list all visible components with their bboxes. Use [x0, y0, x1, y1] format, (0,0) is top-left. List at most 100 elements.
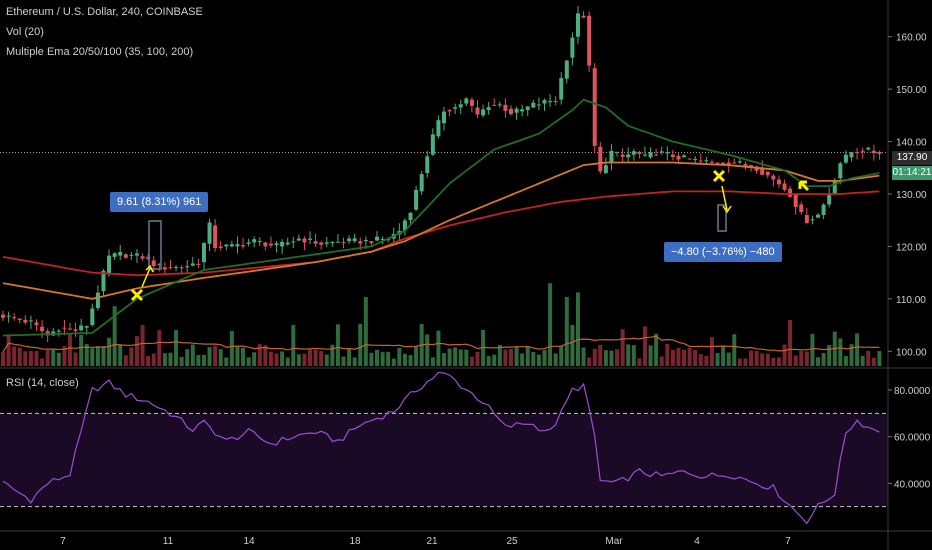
volume-bar: [754, 350, 759, 366]
volume-bar: [816, 357, 821, 366]
volume-bar: [877, 351, 882, 366]
candle-body: [162, 267, 167, 270]
volume-bar: [341, 356, 346, 366]
candle-body: [352, 238, 357, 242]
volume-bar: [659, 356, 664, 366]
candle-body: [816, 214, 821, 218]
candle-body: [804, 214, 809, 223]
volume-bar: [335, 324, 340, 366]
candle-body: [157, 263, 162, 265]
candle-body: [241, 245, 246, 247]
gain-measure-box: [148, 220, 162, 270]
candle-body: [648, 152, 653, 158]
candle-body: [84, 326, 89, 328]
volume-bar: [190, 344, 195, 366]
candle-body: [185, 266, 190, 268]
ema-legend[interactable]: Multiple Ema 20/50/100 (35, 100, 200): [6, 46, 194, 58]
volume-bar: [291, 324, 296, 366]
price-tick-label: 160.00: [896, 33, 927, 44]
volume-bar: [436, 330, 441, 366]
candle-body: [726, 162, 731, 166]
volume-bar: [743, 358, 748, 366]
candle-body: [592, 68, 597, 146]
candle-body: [520, 109, 525, 112]
volume-bar: [855, 333, 860, 366]
volume-bar: [821, 352, 826, 366]
candle-body: [559, 78, 564, 100]
candle-body: [525, 106, 530, 111]
candle-body: [196, 263, 201, 265]
volume-bar: [760, 353, 765, 366]
candle-body: [447, 110, 452, 112]
candle-body: [665, 152, 670, 154]
volume-bar: [581, 347, 586, 366]
volume-bar: [626, 344, 631, 366]
candle-body: [548, 101, 553, 103]
volume-bar: [218, 349, 223, 366]
volume-bar: [330, 344, 335, 366]
candle-body: [821, 204, 826, 215]
volume-bar: [715, 352, 720, 366]
candle-body: [224, 244, 229, 247]
up-arrow-icon: [141, 264, 154, 288]
volume-bar: [6, 334, 11, 366]
candle-body: [492, 104, 497, 106]
volume-bar: [174, 330, 179, 366]
volume-bar: [503, 349, 508, 366]
candle-body: [531, 102, 536, 108]
rsi-legend[interactable]: RSI (14, close): [6, 377, 79, 389]
volume-bar: [369, 352, 374, 366]
volume-bar: [492, 354, 497, 366]
volume-bar: [23, 351, 28, 366]
volume-bar: [201, 354, 206, 366]
candle-body: [330, 241, 335, 244]
ema-100-line: [2, 161, 880, 300]
volume-bar: [17, 347, 22, 366]
volume-bar: [765, 353, 770, 366]
volume-bar: [241, 347, 246, 366]
candle-body: [843, 154, 848, 163]
candle-body: [291, 241, 296, 243]
candle-body: [95, 292, 100, 309]
candle-body: [213, 225, 218, 248]
volume-bar: [56, 352, 61, 366]
candle-body: [40, 326, 45, 332]
volume-bar: [453, 347, 458, 366]
volume-bar: [603, 350, 608, 366]
candle-body: [776, 179, 781, 185]
volume-bar: [676, 347, 681, 366]
candle-body: [642, 154, 647, 156]
volume-bar: [464, 349, 469, 366]
candle-body: [709, 161, 714, 163]
volume-bar: [196, 354, 201, 366]
volume-bar: [693, 349, 698, 366]
volume-bar: [525, 346, 530, 366]
candle-body: [508, 108, 513, 115]
candle-body: [793, 193, 798, 208]
price-tick-label: 120.00: [896, 242, 927, 253]
candle-body: [129, 254, 134, 256]
volume-bar: [134, 336, 139, 366]
candle-body: [464, 98, 469, 104]
volume-bar: [469, 356, 474, 366]
volume-bar: [430, 357, 435, 366]
candle-body: [827, 194, 832, 205]
volume-bar: [380, 352, 385, 366]
volume-bar: [592, 348, 597, 366]
candle-body: [765, 171, 770, 176]
candle-body: [335, 241, 340, 243]
volume-bar: [838, 338, 843, 366]
candle-body: [90, 308, 95, 326]
candle-body: [56, 330, 61, 332]
volume-legend[interactable]: Vol (20): [6, 26, 44, 38]
candle-body: [631, 151, 636, 155]
candle-body: [698, 160, 703, 162]
volume-bar: [313, 349, 318, 366]
volume-bar: [799, 350, 804, 366]
symbol-legend[interactable]: Ethereum / U.S. Dollar, 240, COINBASE: [6, 6, 203, 18]
candle-body: [308, 238, 313, 240]
volume-bar: [263, 345, 268, 366]
candle-body: [118, 252, 123, 256]
time-tick-label: 7: [785, 536, 791, 547]
